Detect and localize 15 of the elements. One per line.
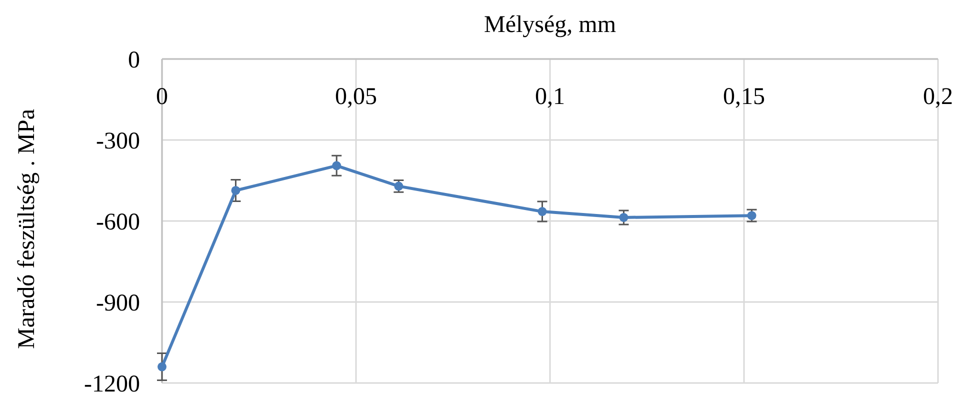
point (538, 207, 547, 216)
x-tick-label: 0 (156, 84, 168, 110)
x-tick-label: 0,15 (723, 84, 765, 110)
point (332, 161, 342, 170)
x-tick-label: 0,05 (335, 84, 377, 110)
x-axis-title: Mélység, mm (484, 12, 616, 38)
y-tick-label: -300 (96, 128, 140, 154)
point (231, 186, 240, 195)
x-tick-label: 0,2 (923, 84, 953, 110)
y-axis-title: Maradó feszültség . MPa (14, 108, 40, 349)
y-tick-label: -1200 (84, 371, 140, 398)
x-tick-label: 0,1 (535, 84, 565, 110)
y-tick-label: -900 (96, 290, 140, 316)
y-tick-label: -600 (96, 209, 140, 236)
y-tick-label: 0 (128, 47, 140, 74)
